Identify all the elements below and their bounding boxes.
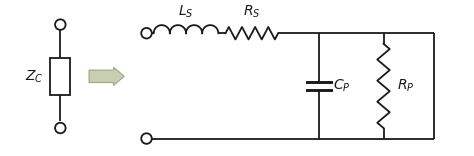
FancyBboxPatch shape (50, 58, 70, 95)
Text: $R_P$: $R_P$ (397, 78, 414, 94)
Text: $C_P$: $C_P$ (333, 78, 351, 94)
Text: $L_S$: $L_S$ (178, 3, 194, 20)
FancyArrow shape (89, 67, 124, 85)
Text: $Z_C$: $Z_C$ (25, 68, 43, 85)
Text: $R_S$: $R_S$ (243, 3, 261, 20)
